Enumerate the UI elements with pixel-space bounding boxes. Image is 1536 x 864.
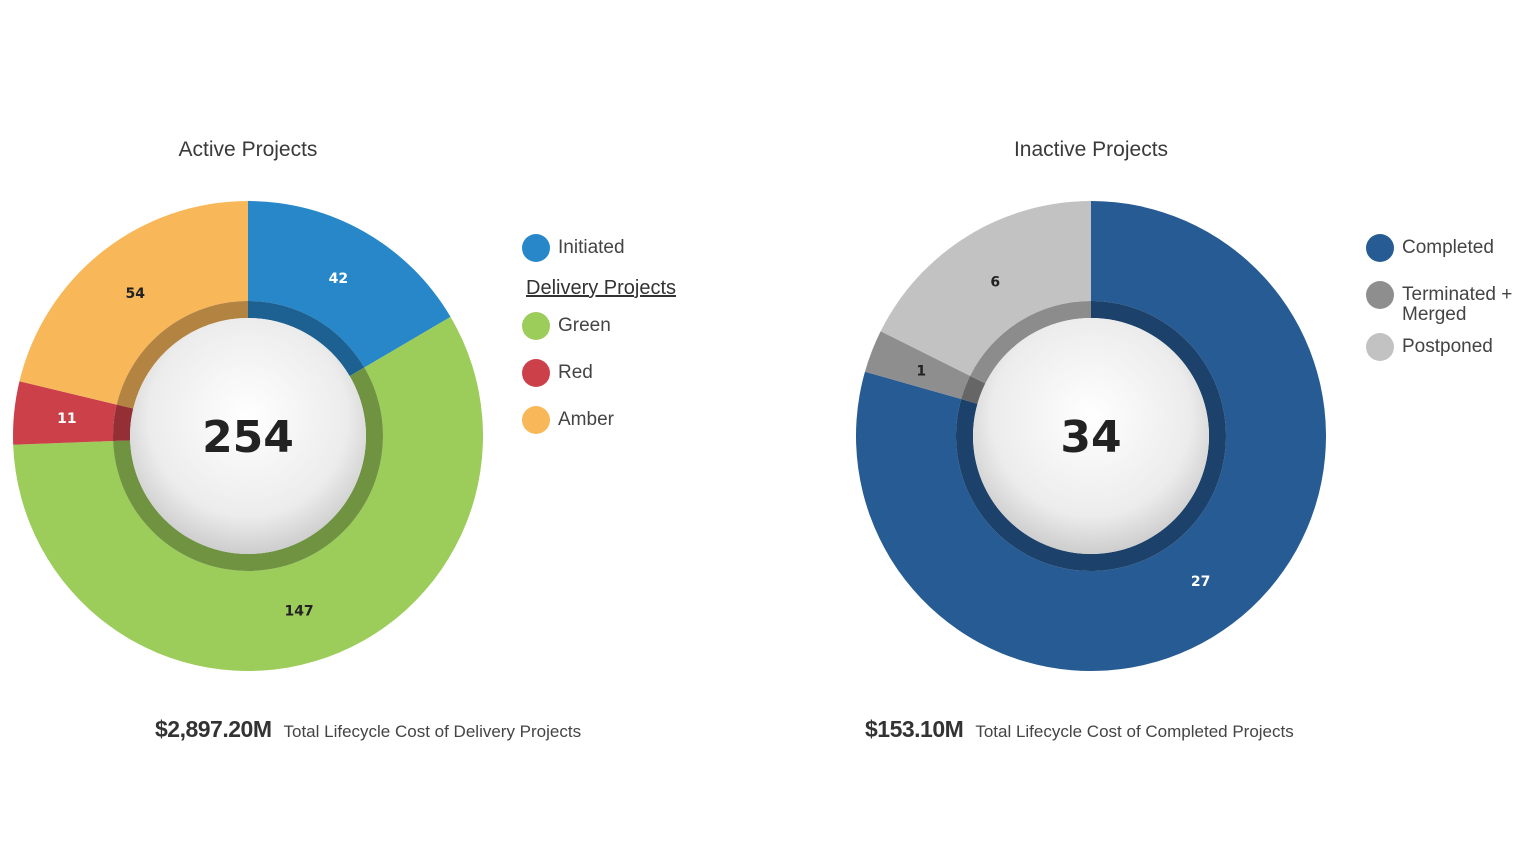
legend-label: Postponed — [1402, 336, 1493, 357]
slice-green[interactable] — [13, 316, 484, 672]
total-count: 34 — [1060, 412, 1121, 463]
legend-dot-terminated-merged — [1366, 281, 1394, 309]
active-chart-title: Active Projects — [178, 138, 318, 161]
inactive-legend: Completed Terminated + Merged Postponed — [1366, 234, 1532, 380]
legend-item-initiated[interactable]: Initiated — [522, 234, 676, 262]
slice-postponed[interactable] — [880, 201, 1091, 376]
slice-value-label: 11 — [57, 411, 76, 427]
slice-inner-ring — [961, 375, 986, 404]
slice-value-label: 6 — [990, 274, 1000, 290]
slice-terminated-merged[interactable] — [864, 331, 971, 400]
legend-dot-postponed — [1366, 333, 1394, 361]
active-donut: 42 147 11 54 254 — [12, 201, 484, 672]
completed-lifecycle-cost-value: $153.10M — [865, 716, 964, 742]
slice-red[interactable] — [12, 381, 117, 445]
slice-inner-ring — [248, 301, 365, 377]
active-projects-chart: 42 147 11 54 254 Active Projects Initiated D… — [12, 138, 676, 743]
slice-initiated[interactable] — [248, 201, 451, 368]
legend-dot-completed — [1366, 234, 1394, 262]
inactive-chart-title: Inactive Projects — [1013, 138, 1169, 161]
inactive-donut: 27 1 6 34 — [856, 201, 1326, 672]
slice-inner-ring — [970, 301, 1091, 384]
legend-dot-green — [522, 312, 550, 340]
completed-lifecycle-cost-label: Total Lifecycle Cost of Completed Projec… — [975, 722, 1294, 741]
legend-label: Terminated + Merged — [1402, 284, 1513, 325]
total-count: 254 — [202, 412, 294, 463]
legend-label: Completed — [1402, 237, 1494, 258]
slice-inner-ring — [116, 301, 248, 409]
donut-center — [973, 318, 1209, 554]
legend-dot-red — [522, 359, 550, 387]
active-footer: $2,897.20M Total Lifecycle Cost of Deliv… — [155, 716, 581, 743]
slice-value-label: 147 — [284, 604, 313, 620]
slice-amber[interactable] — [19, 201, 249, 405]
slice-value-label: 54 — [126, 286, 146, 302]
legend-item-green[interactable]: Green — [522, 312, 676, 340]
legend-dot-amber — [522, 406, 550, 434]
active-legend: Initiated Delivery Projects Green Red Am… — [522, 234, 676, 453]
slice-inner-ring — [113, 367, 383, 571]
legend-item-amber[interactable]: Amber — [522, 406, 676, 434]
legend-item-terminated-merged[interactable]: Terminated + Merged — [1366, 281, 1532, 325]
donut-center — [130, 318, 366, 554]
delivery-lifecycle-cost-label: Total Lifecycle Cost of Delivery Project… — [283, 722, 582, 741]
legend-item-postponed[interactable]: Postponed — [1366, 333, 1532, 361]
slice-completed[interactable] — [856, 201, 1326, 672]
legend-label: Red — [558, 362, 593, 383]
inactive-footer: $153.10M Total Lifecycle Cost of Complet… — [865, 716, 1294, 743]
legend-label: Initiated — [558, 237, 625, 258]
legend-dot-initiated — [522, 234, 550, 262]
slice-value-label: 1 — [916, 363, 926, 379]
legend-item-completed[interactable]: Completed — [1366, 234, 1532, 262]
delivery-lifecycle-cost-value: $2,897.20M — [155, 716, 272, 742]
legend-item-red[interactable]: Red — [522, 359, 676, 387]
inactive-projects-chart: 27 1 6 34 Inactive Projects Completed Termi… — [768, 0, 1536, 864]
legend-heading-delivery-projects: Delivery Projects — [526, 277, 677, 299]
slice-value-label: 42 — [329, 271, 348, 287]
legend-label: Green — [558, 315, 611, 336]
slice-inner-ring — [113, 404, 134, 442]
legend-label: Amber — [558, 409, 614, 430]
slice-value-label: 27 — [1191, 574, 1210, 590]
